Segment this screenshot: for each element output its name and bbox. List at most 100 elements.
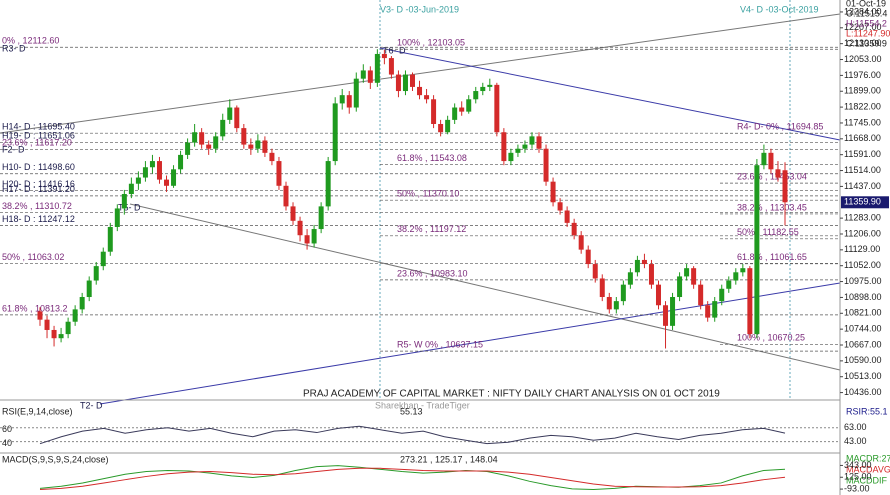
fib-left-label: 61.8% , 10813.2 bbox=[2, 303, 68, 313]
y-tick-label: -93.00 bbox=[844, 483, 870, 493]
candle-body bbox=[128, 183, 134, 195]
candle-body bbox=[255, 140, 261, 149]
candle-body bbox=[178, 154, 184, 170]
info-label: O:11515.4 bbox=[846, 8, 887, 18]
info-label: 01-Oct-19 bbox=[846, 0, 886, 8]
rsi-line bbox=[39, 425, 786, 445]
marker-label: R3- D bbox=[2, 43, 26, 53]
panel-readout: 273.21 , 125.17 , 148.04 bbox=[400, 454, 498, 464]
panel-label: MACD(S,9,S,9,S,24,close) bbox=[2, 454, 109, 464]
candle-body bbox=[543, 148, 549, 182]
candle-body bbox=[381, 53, 387, 59]
y-tick-label: 40 bbox=[2, 438, 12, 448]
candle-body bbox=[677, 276, 683, 298]
candle-body bbox=[353, 78, 359, 108]
last-price-box bbox=[841, 196, 889, 209]
candle-body bbox=[641, 259, 647, 265]
candle-body bbox=[648, 264, 654, 285]
y-tick-label: 11976.00 bbox=[844, 70, 881, 80]
y-tick-label: 11283.00 bbox=[844, 213, 881, 223]
y-tick-label: 11745.00 bbox=[844, 117, 881, 127]
fib-right-label: R4- D- 0% , 11694.85 bbox=[737, 122, 823, 132]
candle-body bbox=[107, 226, 113, 252]
pivot-label: H10- D : 11498.60 bbox=[2, 162, 75, 172]
fib-right-label: 100% , 10670.25 bbox=[737, 333, 805, 343]
candle-body bbox=[227, 107, 233, 120]
candle-body bbox=[318, 206, 324, 230]
fib-right-label: 23.6% , 11453.04 bbox=[737, 171, 807, 181]
trend-line bbox=[0, 13, 841, 134]
candle-body bbox=[395, 74, 401, 92]
y-tick-label: 10898.00 bbox=[844, 292, 882, 302]
source: Sharekhan - TradeTiger bbox=[375, 400, 470, 410]
y-tick-label: 11591.00 bbox=[844, 149, 881, 159]
y-tick-label: 343.00 bbox=[844, 460, 872, 470]
y-tick-label: 11437.00 bbox=[844, 181, 881, 191]
candle-body bbox=[79, 297, 85, 310]
info-label: L:11247.90 bbox=[846, 28, 890, 38]
panel-right-label: MACDAVG bbox=[846, 464, 890, 474]
candle-body bbox=[339, 95, 345, 104]
candle-body bbox=[276, 161, 282, 186]
candle-body bbox=[452, 107, 458, 120]
marker-label: F2- D bbox=[2, 144, 25, 154]
candle-body bbox=[58, 334, 64, 339]
candle-body bbox=[585, 249, 591, 265]
candle-body bbox=[424, 95, 430, 100]
fib-mid-label: 50% , 11370.10 bbox=[397, 189, 459, 199]
candle-body bbox=[627, 272, 633, 285]
y-tick-label: 12053.00 bbox=[844, 54, 882, 64]
candle-body bbox=[114, 208, 120, 227]
candle-body bbox=[37, 311, 43, 320]
candle-body bbox=[634, 259, 640, 273]
candle-body bbox=[747, 268, 753, 335]
fib-mid-label: R5- W 0% , 10637.15 bbox=[397, 340, 483, 350]
candle-body bbox=[740, 268, 746, 273]
info-label: C:11359.9 bbox=[846, 38, 887, 48]
candle-body bbox=[374, 53, 380, 83]
y-tick-label: 12284.00 bbox=[844, 6, 882, 16]
candle-body bbox=[782, 170, 788, 203]
candle-body bbox=[283, 185, 289, 207]
candle-body bbox=[670, 297, 676, 326]
candle-body bbox=[367, 70, 373, 83]
y-tick-label: 11052.00 bbox=[844, 260, 881, 270]
marker-label: T5- D bbox=[118, 202, 141, 212]
candle-body bbox=[290, 206, 296, 221]
fib-right-label: 38.2% , 11303.45 bbox=[737, 202, 807, 212]
candle-body bbox=[705, 305, 711, 318]
panel-right-label: MACDDIF bbox=[846, 475, 887, 485]
candle-body bbox=[417, 86, 423, 96]
candle-body bbox=[410, 74, 415, 87]
candle-body bbox=[726, 280, 732, 289]
pivot-label: H20- D : 11416.16 bbox=[2, 179, 75, 189]
y-tick-label: 12207.00 bbox=[844, 22, 882, 32]
candle-body bbox=[550, 181, 556, 203]
y-tick-label: 11822.00 bbox=[844, 101, 881, 111]
candle-body bbox=[613, 301, 619, 310]
trend-line bbox=[129, 203, 841, 371]
candle-body bbox=[142, 167, 148, 178]
candle-body bbox=[135, 177, 141, 184]
candle-body bbox=[171, 169, 177, 186]
fib-mid-label: 38.2% , 11197.12 bbox=[397, 224, 466, 234]
candle-body bbox=[192, 132, 198, 143]
y-tick-label: 11206.00 bbox=[844, 228, 881, 238]
candle-body bbox=[663, 305, 669, 326]
candle-body bbox=[185, 142, 191, 155]
candle-body bbox=[51, 329, 57, 339]
candle-body bbox=[65, 321, 71, 335]
pivot-label: H19- D : 11651.06 bbox=[2, 131, 75, 141]
candle-body bbox=[733, 272, 739, 281]
candle-body bbox=[487, 84, 493, 87]
candle-body bbox=[297, 220, 303, 236]
candle-body bbox=[93, 266, 99, 281]
candle-body bbox=[206, 144, 212, 149]
candle-body bbox=[220, 119, 226, 137]
candle-body bbox=[578, 235, 584, 250]
marker-label: T2- D bbox=[80, 400, 103, 410]
pivot-label: H14- D : 11695.40 bbox=[2, 122, 75, 132]
candle-body bbox=[100, 251, 106, 267]
